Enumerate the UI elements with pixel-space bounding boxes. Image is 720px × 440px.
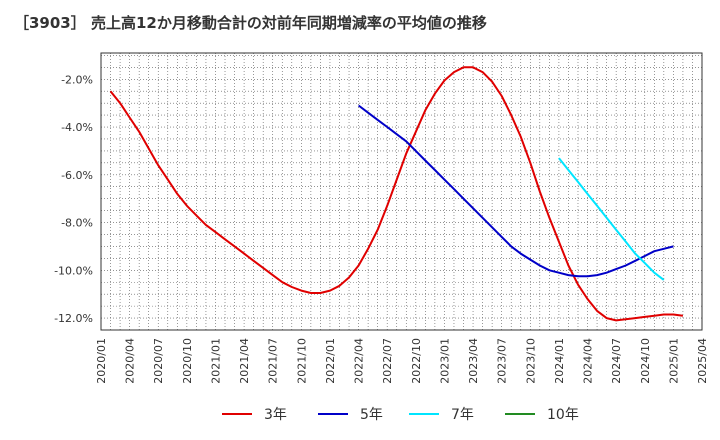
x-tick-label: 2024/07 — [610, 338, 623, 384]
legend-label: 5年 — [360, 407, 383, 423]
grid — [100, 53, 703, 331]
x-tick-label: 2024/01 — [553, 338, 566, 384]
x-tick-label: 2025/04 — [696, 338, 709, 384]
x-tick-label: 2020/10 — [181, 338, 194, 384]
x-tick-label: 2023/10 — [524, 338, 537, 384]
y-tick-label: -2.0% — [61, 73, 93, 86]
x-tick-label: 2021/10 — [295, 338, 308, 384]
x-tick-label: 2023/07 — [496, 338, 509, 384]
x-tick-label: 2024/04 — [582, 338, 595, 384]
y-tick-label: -6.0% — [61, 169, 93, 182]
x-tick-label: 2020/07 — [152, 338, 165, 384]
x-tick-label: 2020/01 — [95, 338, 108, 384]
x-tick-label: 2022/07 — [381, 338, 394, 384]
legend-label: 7年 — [451, 407, 474, 423]
y-tick-label: -8.0% — [61, 217, 93, 230]
x-tick-label: 2020/04 — [124, 338, 137, 384]
axes: -2.0% -4.0% -6.0% -8.0% -10.0% -12.0%2020/01 2… — [54, 52, 709, 384]
x-tick-label: 2022/04 — [353, 338, 366, 384]
x-tick-label: 2021/01 — [209, 338, 222, 384]
x-tick-label: 2021/04 — [238, 338, 251, 384]
x-tick-label: 2023/01 — [438, 338, 451, 384]
plot-frame — [100, 52, 703, 331]
y-tick-label: -4.0% — [61, 121, 93, 134]
x-tick-label: 2022/01 — [324, 338, 337, 384]
legend-label: 10年 — [547, 407, 579, 423]
y-tick-label: -12.0% — [54, 312, 93, 325]
x-tick-label: 2022/10 — [410, 338, 423, 384]
series-line-7年 — [558, 157, 665, 281]
series-line-5年 — [357, 104, 674, 278]
chart-title: ［3903］ 売上高12か月移動合計の対前年同期増減率の平均値の推移 — [14, 14, 487, 32]
x-tick-label: 2024/10 — [639, 338, 652, 384]
x-tick-label: 2021/07 — [267, 338, 280, 384]
series-lines — [109, 66, 684, 322]
legend: 3年 5年 7年 10年 — [222, 407, 579, 423]
x-tick-label: 2023/04 — [467, 338, 480, 384]
x-tick-label: 2025/01 — [667, 338, 680, 384]
legend-label: 3年 — [264, 407, 287, 423]
y-tick-label: -10.0% — [54, 264, 93, 277]
series-line-3年 — [109, 66, 684, 322]
